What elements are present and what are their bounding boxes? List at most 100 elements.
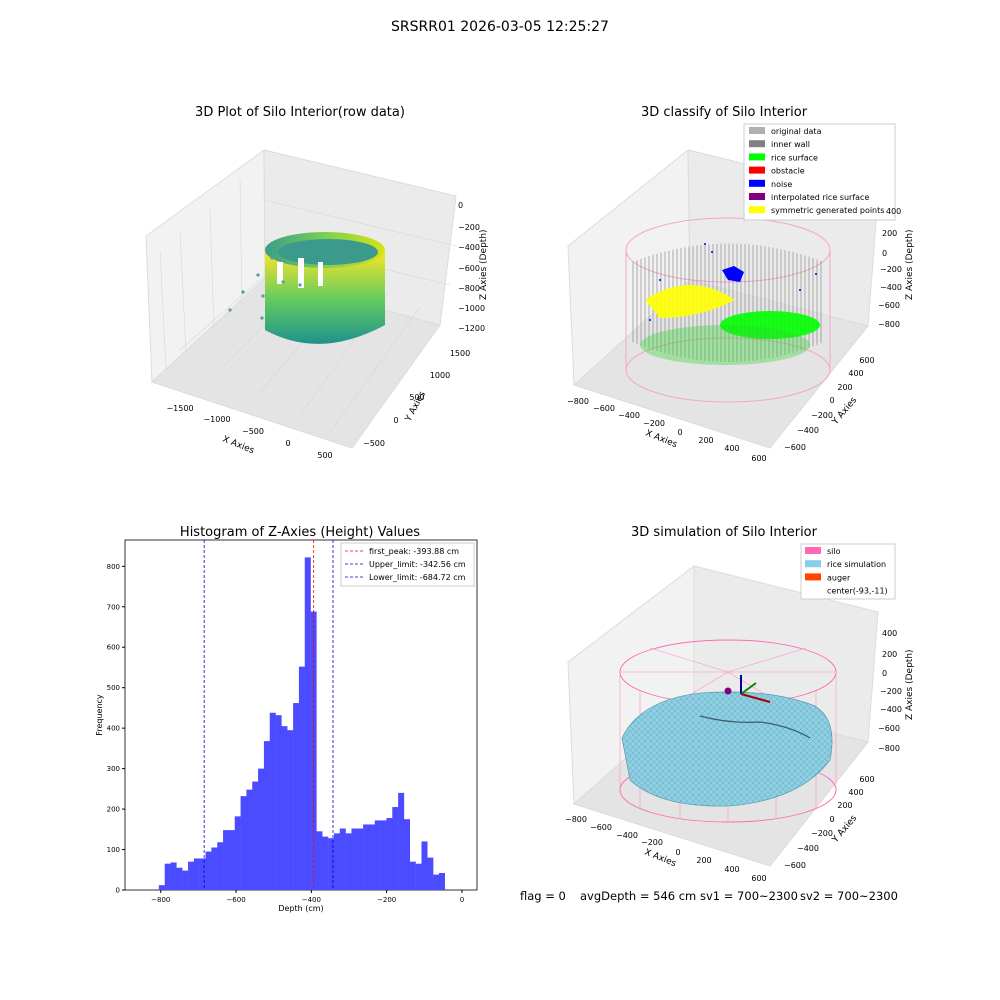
hist-bar [193, 858, 200, 890]
raw-ylabel: Y Axies [403, 390, 428, 425]
sim-xtick-2: −400 [616, 831, 638, 840]
raw-ytick-3: 1000 [430, 371, 450, 380]
classify-xtick-1: −600 [593, 404, 615, 413]
hist-bar [246, 789, 253, 890]
sim-zlabel: Z Axies (Depth) [905, 649, 915, 720]
hist-legend-label: first_peak: -393.88 cm [369, 547, 459, 556]
hist-bar [293, 703, 300, 890]
classify-rice-scatter [640, 325, 810, 365]
classify-ztick-0: 400 [886, 207, 901, 216]
hist-bar [158, 885, 165, 890]
hist-bar [269, 712, 276, 890]
classify-ztick-3: −200 [880, 265, 902, 274]
hist-bar [333, 833, 340, 890]
hist-bar [433, 874, 440, 890]
classify-xtick-6: 400 [724, 444, 739, 453]
classify-xtick-3: −200 [643, 419, 665, 428]
hist-bar [374, 820, 381, 890]
hist-bar [386, 817, 393, 890]
classify-xtick-4: 0 [677, 428, 682, 437]
classify-ytick-1: −400 [797, 426, 819, 435]
hist-ytick-label: 300 [107, 765, 120, 773]
classify-xtick-2: −400 [618, 411, 640, 420]
hist-bar [287, 730, 294, 890]
hist-bar [357, 828, 364, 890]
legend-label: rice surface [771, 153, 818, 162]
legend-label: noise [771, 180, 792, 189]
sim-xtick-6: 400 [724, 865, 739, 874]
hist-legend-label: Upper_limit: -342.56 cm [369, 560, 466, 569]
hist-bar [438, 873, 446, 890]
raw-zlabel: Z Axies (Depth) [479, 229, 489, 300]
hist-ytick-label: 600 [107, 644, 120, 652]
hist-bar [409, 861, 416, 890]
hist-title: Histogram of Z-Axies (Height) Values [180, 525, 420, 540]
sim-xlabel: X Axies [643, 848, 678, 870]
hist-bar [217, 842, 224, 890]
status-flag: flag = 0 [520, 889, 566, 903]
sim-xtick-3: −200 [641, 838, 663, 847]
classify-zlabel: Z Axies (Depth) [905, 229, 915, 300]
hist-bar [223, 830, 230, 890]
hist-bar [339, 828, 346, 890]
raw-xtick-0: −1500 [166, 404, 193, 413]
raw-xtick-3: 0 [285, 439, 290, 448]
legend-label: obstacle [771, 167, 805, 176]
sim-rice-ridge [699, 715, 811, 739]
legend-label: auger [827, 573, 851, 582]
legend-swatch [749, 153, 765, 161]
raw-gap-points [277, 258, 323, 288]
hist-bar [170, 862, 177, 890]
hist-bar [164, 863, 171, 890]
hist-ylabel: Frequency [95, 694, 104, 736]
hist-bar [240, 796, 247, 890]
hist-ytick-label: 200 [107, 806, 120, 814]
sim-ytick-0: −600 [784, 861, 806, 870]
hist-xtick-label: −600 [226, 896, 245, 904]
legend-swatch [749, 193, 765, 200]
legend-label: center(-93,-11) [827, 587, 888, 596]
raw-ztick-4: −800 [458, 284, 480, 293]
classify-ytick-2: −200 [811, 411, 833, 420]
hist-bar [258, 768, 265, 890]
hist-bar [281, 726, 288, 890]
legend-label: rice simulation [827, 560, 886, 569]
sim-title: 3D simulation of Silo Interior [631, 525, 818, 540]
hist-bar [205, 851, 212, 890]
hist-bar [345, 833, 352, 890]
legend-swatch [749, 166, 765, 174]
raw-ztick-0: 0 [458, 201, 463, 210]
sim-ytick-6: 600 [859, 775, 874, 784]
status-sv2: sv2 = 700~2300 [800, 889, 898, 903]
sim-ytick-5: 400 [848, 788, 863, 797]
hist-bar [380, 820, 387, 890]
hist-bar [368, 824, 375, 890]
classify-ztick-5: −600 [878, 301, 900, 310]
hist-bar [398, 792, 405, 890]
hist-bar [275, 715, 282, 890]
legend-swatch [805, 547, 821, 554]
legend-swatch [749, 206, 765, 214]
hist-yticks: 0 100 200 300 400 500 600 700 800 [107, 563, 125, 895]
raw-ytick-0: −500 [363, 439, 385, 448]
status-avg-depth: avgDepth = 546 cm [580, 889, 696, 903]
legend-swatch [749, 140, 765, 148]
hist-legend: first_peak: -393.88 cm Upper_limit: -342.… [340, 542, 475, 587]
classify-symmetric-points [645, 285, 735, 318]
hist-ytick-label: 0 [116, 887, 120, 895]
panel-histogram: Histogram of Z-Axies (Height) Values −80… [95, 525, 478, 913]
classify-xlabel: X Axies [644, 429, 679, 451]
status-sv1: sv1 = 700~2300 [700, 889, 798, 903]
legend-swatch [805, 573, 821, 581]
hist-bars [158, 557, 446, 890]
raw-ztick-2: −400 [458, 243, 480, 252]
hist-bar [234, 816, 241, 890]
sim-xtick-7: 600 [751, 874, 766, 883]
hist-bar [403, 819, 410, 890]
hist-bar [263, 741, 270, 890]
raw-ztick-3: −600 [458, 264, 480, 273]
hist-bar [252, 781, 259, 890]
legend-label: interpolated rice surface [771, 193, 869, 202]
classify-ytick-3: 0 [829, 396, 834, 405]
raw-ytick-2: 500 [409, 393, 424, 402]
